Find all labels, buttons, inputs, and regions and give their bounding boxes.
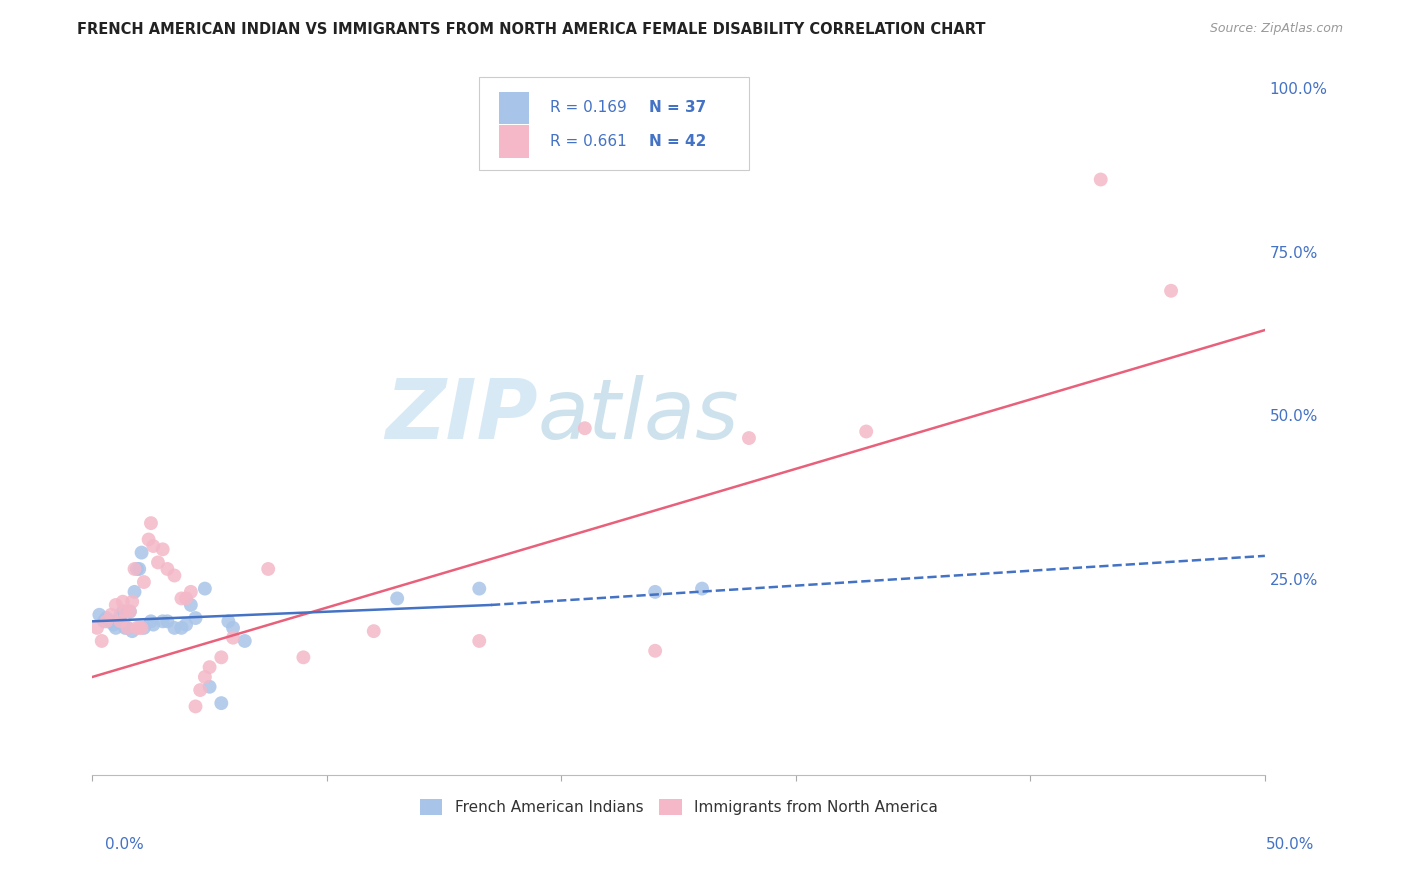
Point xyxy=(1090,172,1112,186)
Point xyxy=(170,621,193,635)
Point xyxy=(217,615,239,629)
Point xyxy=(111,595,134,609)
Point xyxy=(1160,284,1182,298)
Point xyxy=(86,621,108,635)
Point xyxy=(222,631,245,645)
Point xyxy=(124,562,146,576)
Point xyxy=(111,605,134,619)
Point xyxy=(121,595,143,609)
Point xyxy=(170,591,193,606)
Point xyxy=(107,615,129,629)
Text: 0.0%: 0.0% xyxy=(105,838,145,852)
Point xyxy=(363,624,385,639)
Point xyxy=(89,607,111,622)
Point xyxy=(117,621,139,635)
Point xyxy=(184,611,207,625)
Text: ZIP: ZIP xyxy=(385,375,538,456)
Point xyxy=(132,575,155,590)
Point xyxy=(644,644,666,658)
Point xyxy=(194,670,217,684)
Point xyxy=(142,539,165,553)
Point xyxy=(90,634,112,648)
Point xyxy=(104,598,127,612)
Point xyxy=(174,617,197,632)
Point xyxy=(163,568,186,582)
Point xyxy=(128,562,150,576)
Text: FRENCH AMERICAN INDIAN VS IMMIGRANTS FROM NORTH AMERICA FEMALE DISABILITY CORREL: FRENCH AMERICAN INDIAN VS IMMIGRANTS FRO… xyxy=(77,22,986,37)
FancyBboxPatch shape xyxy=(479,77,749,170)
Point xyxy=(194,582,217,596)
Point xyxy=(125,562,148,576)
Point xyxy=(114,621,136,635)
Point xyxy=(118,605,141,619)
Point xyxy=(385,591,408,606)
Point xyxy=(104,621,127,635)
Point xyxy=(139,615,162,629)
Point xyxy=(209,650,232,665)
Point xyxy=(644,585,666,599)
Point xyxy=(184,699,207,714)
Point xyxy=(125,621,148,635)
Text: R = 0.169: R = 0.169 xyxy=(550,100,626,115)
Point xyxy=(156,615,179,629)
Point xyxy=(152,615,174,629)
Point xyxy=(96,611,118,625)
Point xyxy=(209,696,232,710)
Point xyxy=(132,621,155,635)
Point xyxy=(468,582,491,596)
Point xyxy=(114,605,136,619)
Legend: French American Indians, Immigrants from North America: French American Indians, Immigrants from… xyxy=(413,793,943,822)
Point xyxy=(180,598,202,612)
Point xyxy=(103,617,125,632)
Point xyxy=(188,683,211,698)
Text: N = 42: N = 42 xyxy=(650,134,707,149)
Point xyxy=(142,617,165,632)
Point xyxy=(257,562,280,576)
Point xyxy=(690,582,713,596)
Point xyxy=(855,425,877,439)
Point xyxy=(468,634,491,648)
Point xyxy=(131,621,153,635)
Point xyxy=(198,680,221,694)
Point xyxy=(198,660,221,674)
Point xyxy=(138,533,160,547)
Text: Source: ZipAtlas.com: Source: ZipAtlas.com xyxy=(1209,22,1343,36)
Point xyxy=(117,621,139,635)
Text: N = 37: N = 37 xyxy=(650,100,707,115)
FancyBboxPatch shape xyxy=(499,92,529,124)
Point xyxy=(128,621,150,635)
Point xyxy=(233,634,256,648)
Point xyxy=(174,591,197,606)
Point xyxy=(96,615,118,629)
Point xyxy=(118,605,141,619)
Point xyxy=(738,431,761,445)
Text: atlas: atlas xyxy=(538,375,740,456)
Point xyxy=(121,624,143,639)
Point xyxy=(100,607,122,622)
Point xyxy=(292,650,315,665)
Point xyxy=(139,516,162,530)
Point xyxy=(110,607,132,622)
Point xyxy=(93,615,115,629)
Point xyxy=(180,585,202,599)
Point xyxy=(146,556,169,570)
Point xyxy=(131,546,153,560)
Point xyxy=(152,542,174,557)
FancyBboxPatch shape xyxy=(499,126,529,158)
Text: 50.0%: 50.0% xyxy=(1267,838,1315,852)
Point xyxy=(222,621,245,635)
Point xyxy=(156,562,179,576)
Point xyxy=(124,585,146,599)
Point xyxy=(574,421,596,435)
Point xyxy=(100,615,122,629)
Point xyxy=(163,621,186,635)
Point xyxy=(110,615,132,629)
Text: R = 0.661: R = 0.661 xyxy=(550,134,626,149)
